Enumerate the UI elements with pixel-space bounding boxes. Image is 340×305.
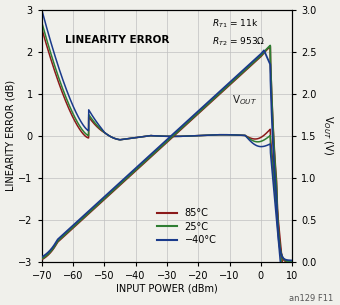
- Legend: 85°C, 25°C, −40°C: 85°C, 25°C, −40°C: [154, 205, 220, 249]
- Y-axis label: V$_{OUT}$ (V): V$_{OUT}$ (V): [321, 116, 335, 156]
- Text: V$_{OUT}$: V$_{OUT}$: [232, 93, 257, 106]
- Text: an129 F11: an129 F11: [289, 294, 333, 303]
- Text: LINEARITY ERROR: LINEARITY ERROR: [65, 35, 169, 45]
- Text: $R_{T1}$ = 11k
$R_{T2}$ = 953Ω: $R_{T1}$ = 11k $R_{T2}$ = 953Ω: [212, 17, 265, 48]
- X-axis label: INPUT POWER (dBm): INPUT POWER (dBm): [116, 283, 218, 293]
- Y-axis label: LINEARITY ERROR (dB): LINEARITY ERROR (dB): [5, 80, 16, 191]
